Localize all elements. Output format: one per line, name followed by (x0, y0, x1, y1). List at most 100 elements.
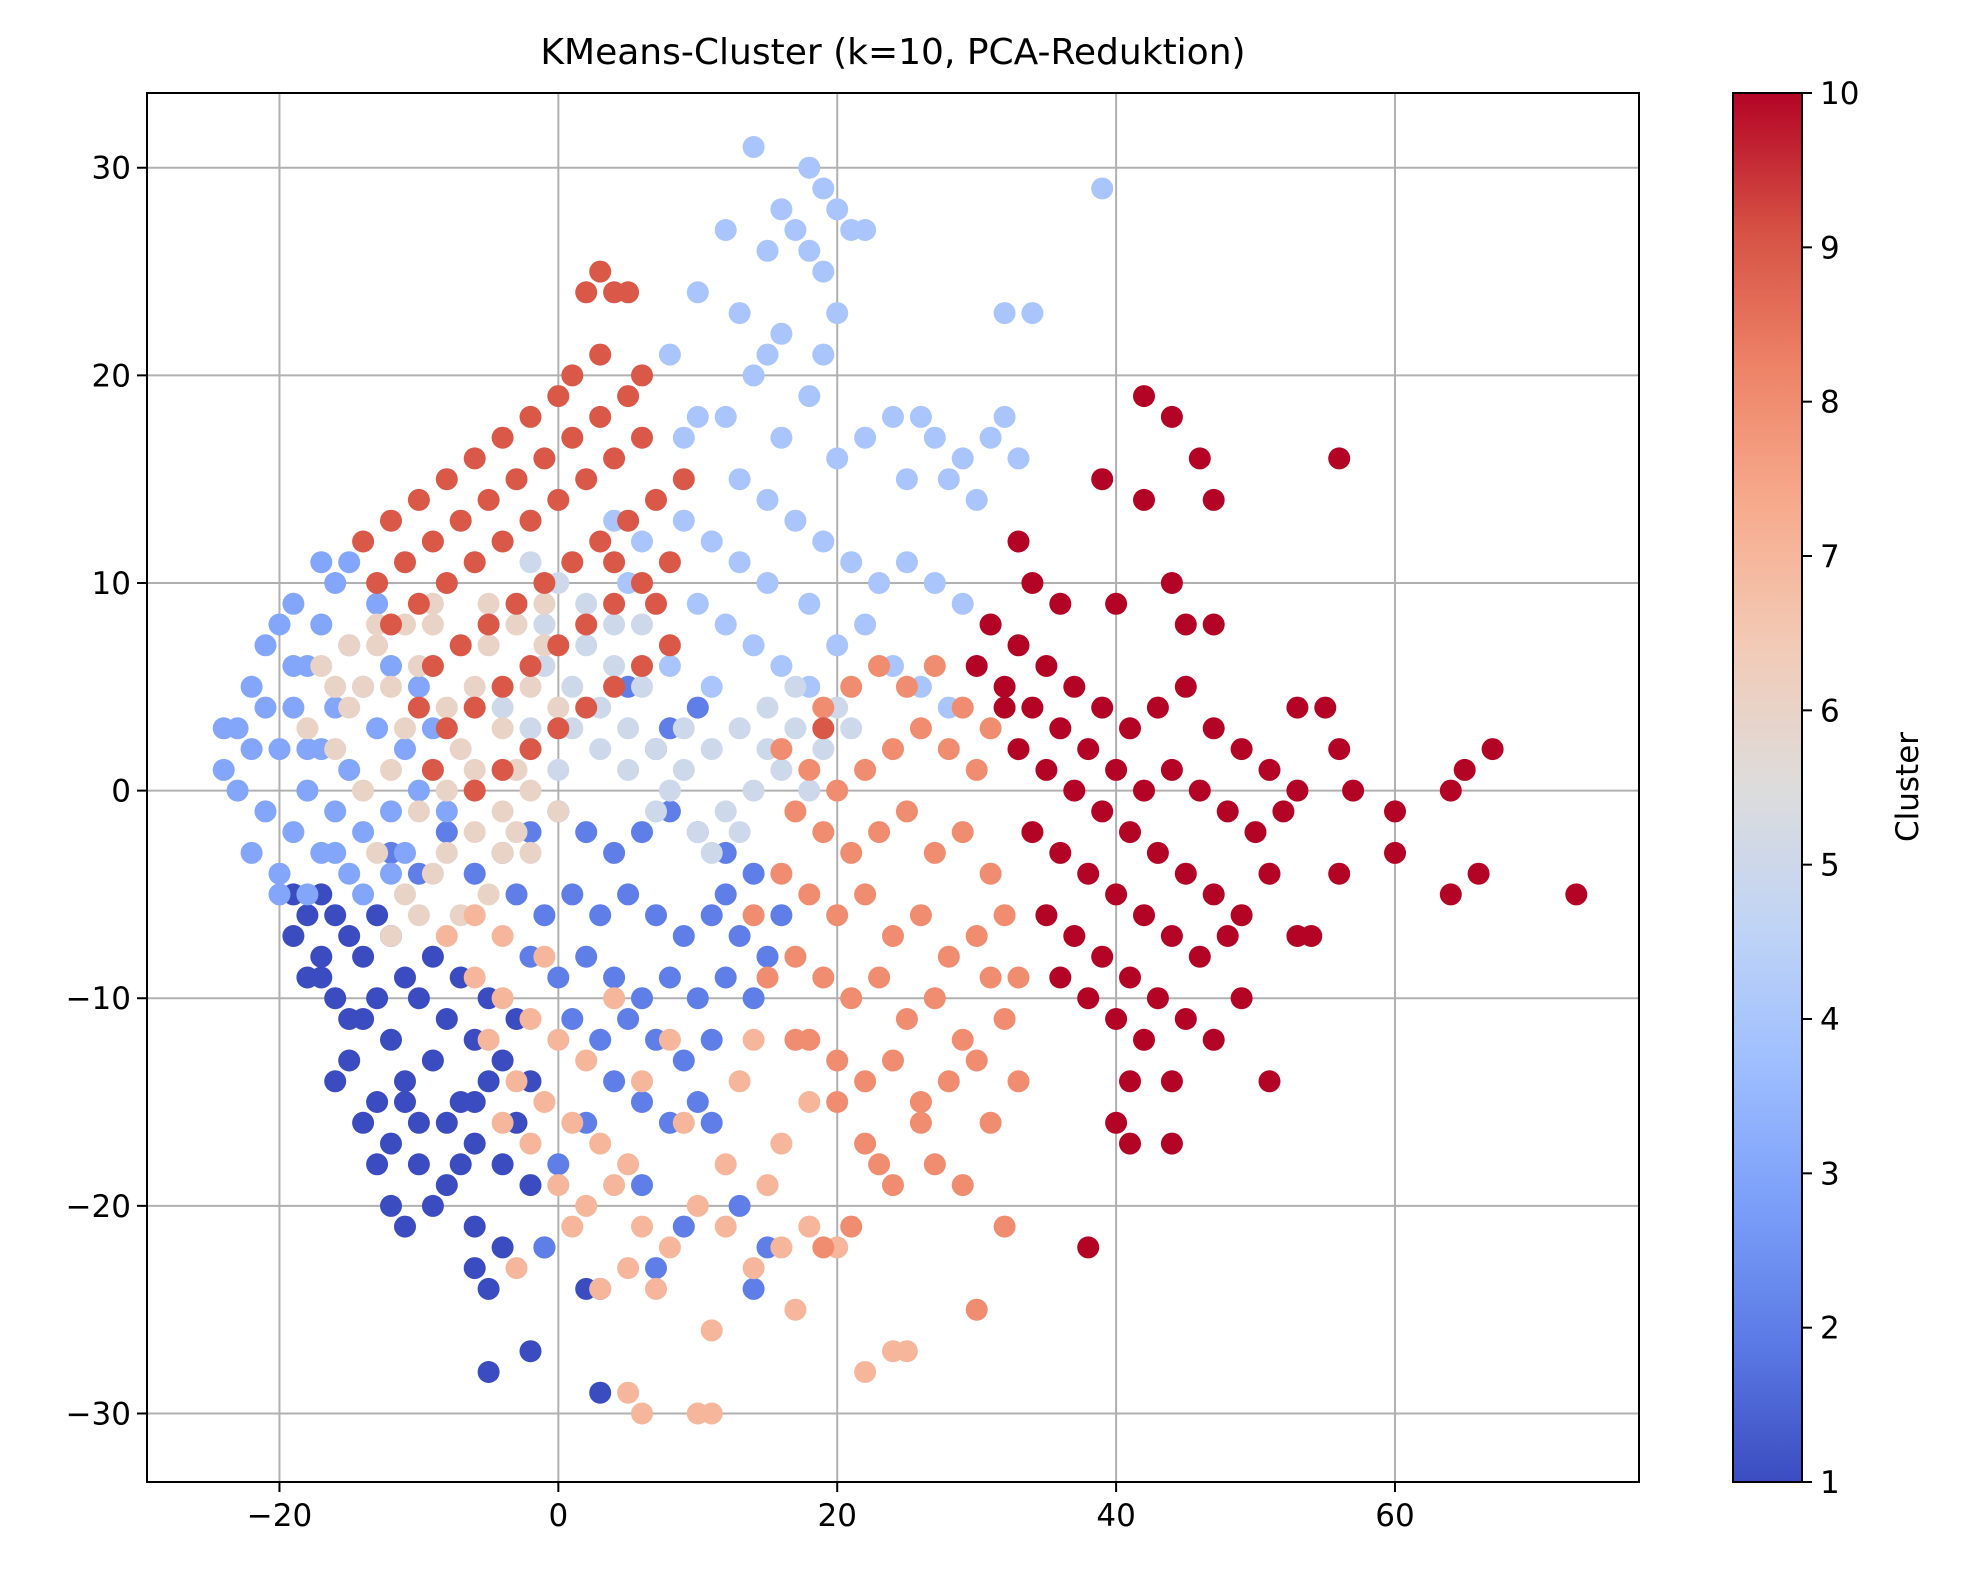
scatter-point-cluster-10 (1188, 447, 1211, 470)
y-tick-label: 10 (92, 566, 131, 602)
scatter-point-cluster-3 (212, 758, 235, 781)
x-tick-label: 0 (548, 1498, 568, 1534)
scatter-point-cluster-2 (589, 904, 612, 927)
scatter-point-cluster-10 (1035, 655, 1058, 677)
scatter-point-cluster-5 (700, 841, 723, 864)
scatter-point-cluster-4 (700, 675, 723, 698)
scatter-point-cluster-5 (714, 800, 737, 823)
scatter-point-cluster-6 (338, 696, 361, 719)
scatter-point-cluster-10 (1105, 1008, 1128, 1030)
scatter-point-cluster-4 (714, 613, 737, 636)
scatter-point-cluster-4 (826, 198, 849, 221)
scatter-point-cluster-3 (310, 613, 333, 636)
scatter-point-cluster-6 (477, 592, 500, 615)
scatter-point-cluster-9 (463, 696, 486, 719)
scatter-point-cluster-8 (1007, 966, 1030, 989)
scatter-point-cluster-8 (826, 1049, 849, 1072)
scatter-point-cluster-4 (840, 219, 863, 241)
scatter-point-cluster-7 (631, 1402, 653, 1425)
scatter-point-cluster-1 (338, 925, 361, 947)
scatter-point-cluster-9 (575, 613, 598, 636)
scatter-point-cluster-8 (993, 904, 1016, 927)
scatter-point-cluster-6 (449, 738, 472, 761)
scatter-point-cluster-2 (686, 1091, 709, 1113)
scatter-point-cluster-10 (1049, 717, 1072, 740)
scatter-point-cluster-2 (714, 883, 737, 906)
scatter-point-cluster-6 (435, 779, 458, 802)
x-axis: −20 0 20 40 60 (247, 1482, 1415, 1534)
scatter-point-cluster-10 (1007, 738, 1030, 761)
scatter-point-cluster-7 (658, 1028, 681, 1051)
scatter-point-cluster-5 (742, 779, 765, 802)
scatter-point-cluster-4 (854, 613, 877, 636)
scatter-point-cluster-9 (519, 655, 542, 677)
scatter-point-cluster-10 (1160, 405, 1183, 428)
scatter-point-cluster-10 (1230, 987, 1253, 1010)
scatter-point-cluster-2 (547, 1153, 570, 1176)
scatter-point-cluster-5 (700, 738, 723, 761)
scatter-point-cluster-8 (840, 841, 863, 864)
scatter-point-cluster-3 (394, 738, 416, 761)
scatter-point-cluster-4 (826, 634, 849, 657)
scatter-point-cluster-2 (756, 945, 779, 968)
scatter-point-cluster-8 (868, 1153, 891, 1176)
scatter-point-cluster-4 (770, 655, 793, 677)
scatter-point-cluster-7 (645, 1277, 667, 1300)
scatter-point-cluster-4 (979, 426, 1002, 449)
scatter-point-cluster-10 (1007, 530, 1030, 553)
scatter-point-cluster-10 (1133, 488, 1155, 511)
scatter-point-cluster-4 (812, 177, 835, 200)
scatter-point-cluster-3 (310, 551, 333, 574)
scatter-point-cluster-9 (631, 572, 653, 594)
scatter-point-cluster-6 (366, 841, 389, 864)
scatter-point-cluster-1 (394, 1091, 416, 1113)
scatter-point-cluster-10 (1160, 758, 1183, 781)
scatter-points (212, 136, 1588, 1425)
scatter-point-cluster-6 (380, 758, 402, 781)
scatter-point-cluster-8 (784, 945, 807, 968)
scatter-point-cluster-10 (965, 655, 988, 677)
scatter-point-cluster-9 (366, 572, 389, 594)
scatter-point-cluster-4 (742, 136, 765, 158)
scatter-point-cluster-10 (1314, 696, 1337, 719)
scatter-point-cluster-4 (784, 219, 807, 241)
scatter-point-cluster-5 (770, 758, 793, 781)
scatter-point-cluster-1 (449, 1153, 472, 1176)
scatter-point-cluster-3 (296, 883, 319, 906)
scatter-point-cluster-10 (1049, 966, 1072, 989)
scatter-point-cluster-8 (909, 1091, 932, 1113)
scatter-point-cluster-5 (645, 800, 667, 823)
scatter-point-cluster-5 (603, 655, 626, 677)
scatter-point-cluster-9 (547, 717, 570, 740)
scatter-point-cluster-7 (686, 1194, 709, 1217)
scatter-point-cluster-6 (519, 779, 542, 802)
scatter-point-cluster-4 (840, 551, 863, 574)
scatter-point-cluster-2 (742, 862, 765, 885)
scatter-point-cluster-3 (338, 758, 361, 781)
scatter-point-cluster-8 (1007, 1070, 1030, 1093)
scatter-point-cluster-9 (672, 468, 695, 491)
scatter-point-cluster-9 (561, 426, 584, 449)
scatter-point-cluster-5 (631, 613, 653, 636)
scatter-point-cluster-6 (310, 655, 333, 677)
scatter-point-cluster-8 (854, 883, 877, 906)
colorbar-tick-label: 5 (1820, 848, 1840, 884)
scatter-point-cluster-1 (282, 925, 305, 947)
scatter-point-cluster-6 (380, 675, 402, 698)
scatter-point-cluster-2 (463, 862, 486, 885)
scatter-point-cluster-1 (324, 987, 347, 1010)
scatter-point-cluster-2 (575, 945, 598, 968)
scatter-point-cluster-7 (617, 1381, 640, 1404)
scatter-point-cluster-8 (951, 1028, 974, 1051)
scatter-point-cluster-1 (491, 1049, 514, 1072)
scatter-point-cluster-3 (282, 821, 305, 844)
scatter-point-cluster-1 (296, 904, 319, 927)
scatter-point-cluster-1 (310, 966, 333, 989)
scatter-point-cluster-1 (352, 1111, 375, 1134)
scatter-point-cluster-7 (658, 1236, 681, 1259)
scatter-point-cluster-3 (380, 655, 402, 677)
scatter-point-cluster-7 (463, 904, 486, 927)
scatter-point-cluster-8 (937, 738, 960, 761)
scatter-point-cluster-10 (1021, 696, 1044, 719)
